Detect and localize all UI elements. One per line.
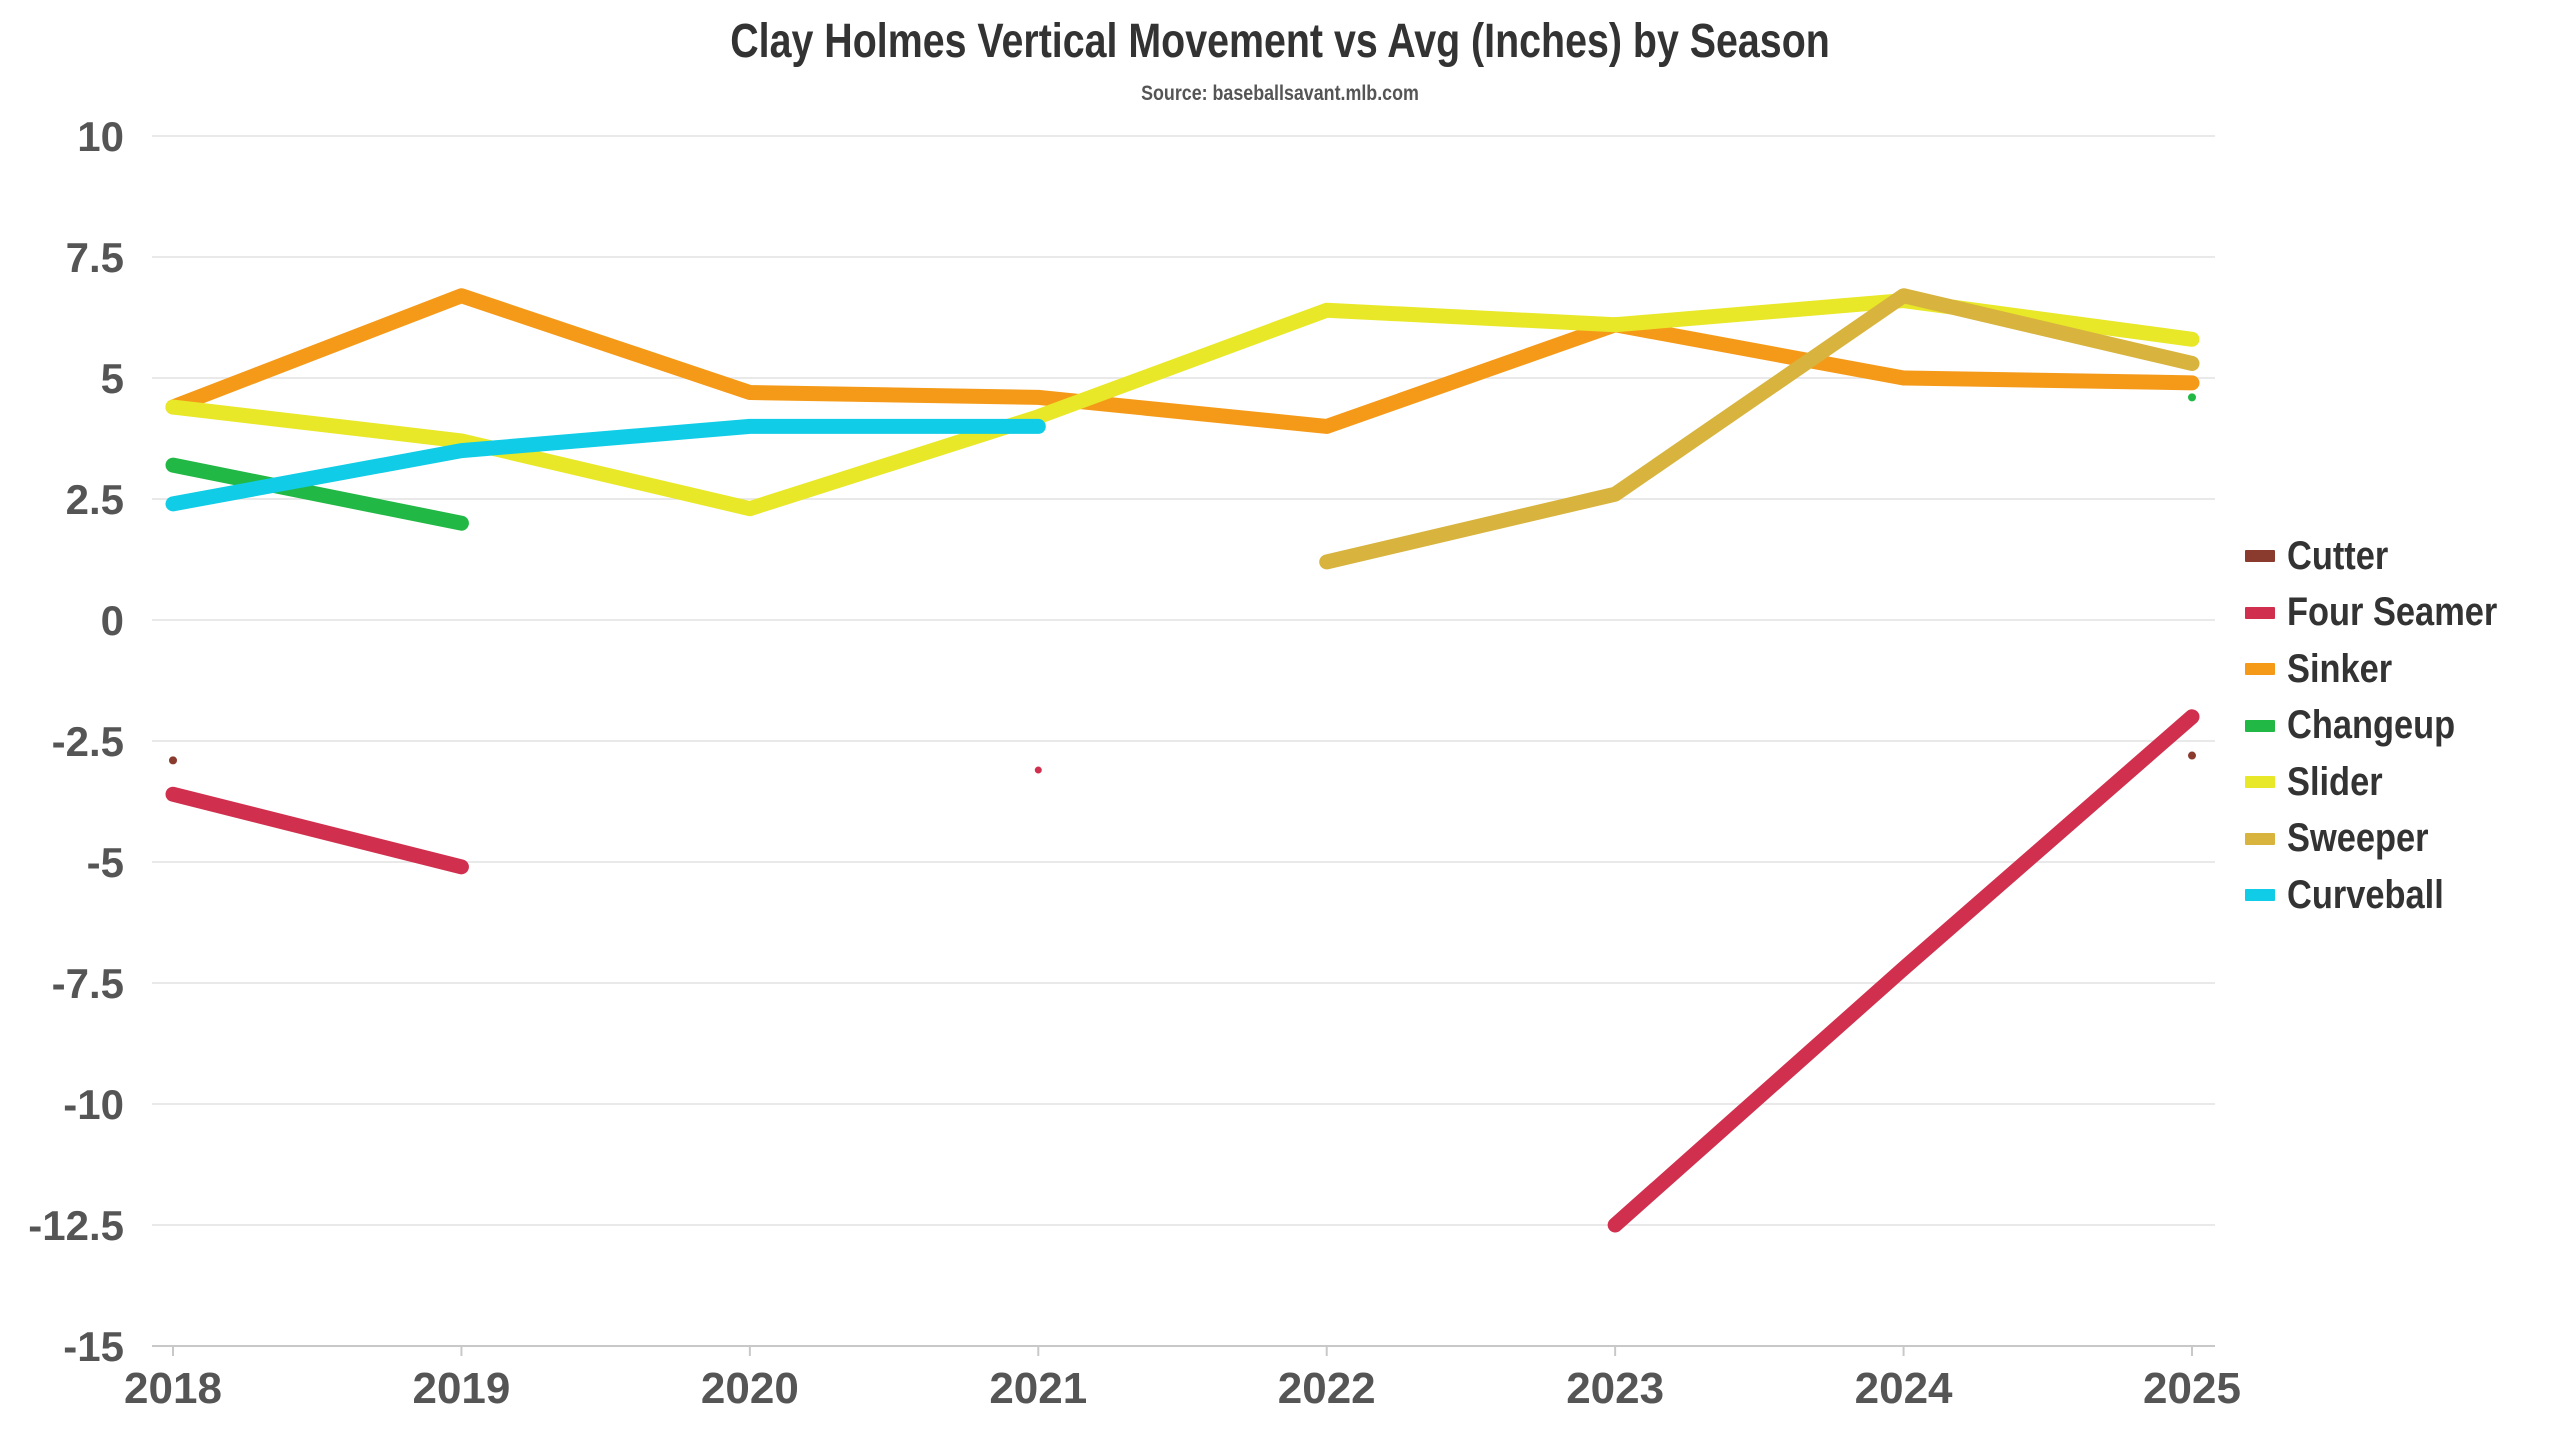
legend-label: Curveball xyxy=(2287,872,2444,917)
x-tick-label: 2018 xyxy=(124,1364,222,1413)
x-tick-label: 2024 xyxy=(1855,1364,1953,1413)
series-line-curveball xyxy=(165,418,1046,512)
legend-label: Four Seamer xyxy=(2287,590,2498,635)
x-tick-label: 2023 xyxy=(1566,1364,1664,1413)
y-tick-label: -15 xyxy=(63,1323,124,1370)
y-tick-label: -12.5 xyxy=(28,1202,124,1249)
series-lines xyxy=(165,288,2200,1233)
chart-title: Clay Holmes Vertical Movement vs Avg (In… xyxy=(730,15,1830,68)
legend-item-curveball[interactable]: Curveball xyxy=(2245,867,2532,924)
legend-item-slider[interactable]: Slider xyxy=(2245,754,2532,811)
legend-item-four-seamer[interactable]: Four Seamer xyxy=(2245,585,2532,642)
legend-swatch xyxy=(2245,719,2275,732)
data-point-annotation xyxy=(1034,766,1042,774)
legend: Cutter Four Seamer Sinker Changeup Slider Swe… xyxy=(2245,528,2532,924)
y-tick-label: -2.5 xyxy=(52,718,124,765)
legend-swatch xyxy=(2245,663,2275,676)
y-axis-ticks: 10 7.5 5 2.5 0 -2.5 -5 -7.5 -10 -12.5 -15 xyxy=(28,113,124,1370)
x-tick-label: 2025 xyxy=(2143,1364,2241,1413)
series-line-sinker xyxy=(165,288,2200,434)
legend-swatch xyxy=(2245,889,2275,902)
x-tick-label: 2019 xyxy=(412,1364,510,1413)
legend-label: Sweeper xyxy=(2287,816,2429,861)
series-sweeper xyxy=(1319,288,2200,570)
chart-subtitle: Source: baseballsavant.mlb.com xyxy=(1141,82,1419,105)
series-four-seamer xyxy=(165,709,2200,1233)
y-tick-label: 5 xyxy=(101,355,124,402)
series-line-four-seamer xyxy=(1607,709,2200,1233)
series-sinker xyxy=(165,288,2200,434)
legend-item-changeup[interactable]: Changeup xyxy=(2245,698,2532,755)
x-tick-label: 2020 xyxy=(701,1364,799,1413)
y-tick-label: -10 xyxy=(63,1081,124,1128)
legend-label: Sinker xyxy=(2287,646,2393,691)
legend-label: Changeup xyxy=(2287,703,2456,748)
data-point-changeup xyxy=(2188,393,2196,402)
y-tick-label: -5 xyxy=(87,839,124,886)
legend-swatch xyxy=(2245,832,2275,845)
series-changeup xyxy=(165,393,2196,531)
legend-swatch xyxy=(2245,606,2275,619)
x-tick-label: 2021 xyxy=(989,1364,1087,1413)
legend-item-sinker[interactable]: Sinker xyxy=(2245,641,2532,698)
series-line-sweeper xyxy=(1319,288,2200,570)
legend-item-sweeper[interactable]: Sweeper xyxy=(2245,811,2532,868)
x-tick-label: 2022 xyxy=(1278,1364,1376,1413)
series-line-changeup xyxy=(165,457,469,531)
legend-item-cutter[interactable]: Cutter xyxy=(2245,528,2532,585)
legend-label: Cutter xyxy=(2287,533,2389,578)
series-curveball xyxy=(165,418,1046,512)
gridlines xyxy=(152,135,2215,1347)
series-line-four-seamer xyxy=(165,786,469,875)
series-cutter xyxy=(169,751,2196,765)
y-tick-label: 7.5 xyxy=(66,234,124,281)
y-tick-label: -7.5 xyxy=(52,960,124,1007)
y-tick-label: 0 xyxy=(101,597,124,644)
legend-label: Slider xyxy=(2287,759,2383,804)
data-point-cutter xyxy=(169,756,177,765)
x-axis-ticks: 2018 2019 2020 2021 2022 2023 2024 2025 xyxy=(124,1346,2241,1413)
y-tick-label: 10 xyxy=(77,113,124,160)
legend-swatch xyxy=(2245,550,2275,563)
data-point-cutter xyxy=(2188,751,2196,760)
legend-swatch xyxy=(2245,776,2275,789)
y-tick-label: 2.5 xyxy=(66,476,124,523)
